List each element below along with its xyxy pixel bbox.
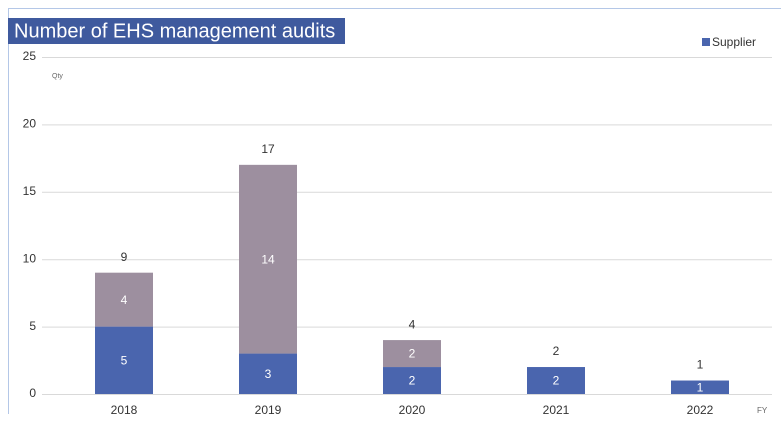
x-tick-label: 2021 <box>543 403 570 417</box>
y-tick-label: 15 <box>23 184 37 198</box>
legend-label: Supplier <box>712 35 756 49</box>
x-axis-label: FY <box>757 406 768 415</box>
x-tick-label: 2019 <box>255 403 282 417</box>
total-label: 9 <box>121 250 128 264</box>
segment-label: 5 <box>121 353 128 367</box>
y-tick-label: 5 <box>29 319 36 333</box>
y-tick-label: 20 <box>23 117 37 131</box>
y-tick-label: 0 <box>29 386 36 400</box>
y-axis-label: Qty <box>52 73 63 80</box>
total-label: 4 <box>409 317 416 331</box>
total-label: 2 <box>553 344 560 358</box>
segment-label: 4 <box>121 293 128 307</box>
segment-label: 14 <box>261 252 275 266</box>
chart-title: Number of EHS management audits <box>14 20 335 42</box>
bar-segment <box>671 380 729 394</box>
y-tick-label: 25 <box>23 49 37 63</box>
y-tick-label: 10 <box>23 251 37 265</box>
segment-label: 1 <box>697 380 704 394</box>
x-tick-label: 2020 <box>399 403 426 417</box>
segment-label: 2 <box>409 374 416 388</box>
bar-segment <box>95 326 153 394</box>
bar-segment <box>239 353 297 394</box>
total-label: 17 <box>261 142 275 156</box>
bar-segment <box>383 367 441 394</box>
total-label: 1 <box>697 358 704 372</box>
x-tick-label: 2022 <box>687 403 714 417</box>
title-box <box>8 18 345 44</box>
segment-label: 3 <box>265 367 272 381</box>
bar-segment <box>383 340 441 368</box>
legend-swatch <box>702 38 710 46</box>
segment-label: 2 <box>409 347 416 361</box>
bar-segment <box>527 367 585 394</box>
x-tick-label: 2018 <box>111 403 138 417</box>
bar-segment <box>239 164 297 354</box>
bar-segment <box>95 272 153 327</box>
segment-label: 2 <box>553 374 560 388</box>
